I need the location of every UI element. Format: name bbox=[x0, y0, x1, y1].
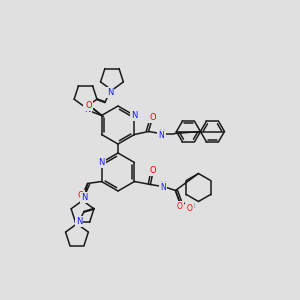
Text: O: O bbox=[77, 191, 84, 200]
Text: O: O bbox=[149, 113, 156, 122]
Text: O: O bbox=[187, 204, 192, 213]
Text: H: H bbox=[161, 181, 166, 187]
Text: N: N bbox=[107, 88, 113, 97]
Text: N: N bbox=[76, 217, 82, 226]
Text: N: N bbox=[98, 158, 105, 167]
Text: N: N bbox=[84, 105, 91, 114]
Text: N: N bbox=[160, 183, 166, 192]
Text: O: O bbox=[149, 166, 156, 175]
Text: H: H bbox=[160, 128, 165, 134]
Text: O: O bbox=[85, 101, 92, 110]
Text: H: H bbox=[190, 202, 195, 208]
Text: O: O bbox=[176, 202, 182, 211]
Text: N: N bbox=[159, 131, 164, 140]
Text: N: N bbox=[81, 193, 88, 202]
Text: N: N bbox=[131, 111, 138, 120]
